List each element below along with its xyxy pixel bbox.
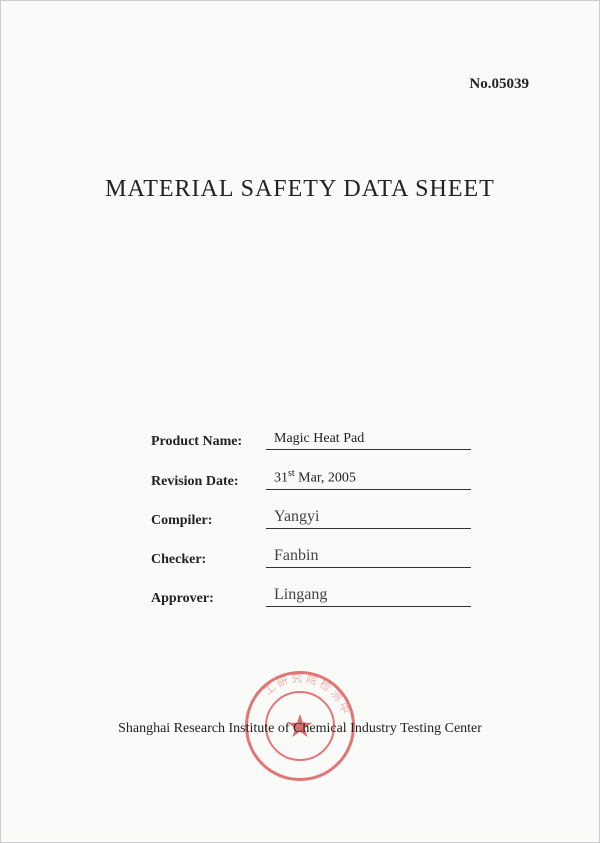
field-value: Yangyi <box>266 508 471 529</box>
document-page: No.05039 MATERIAL SAFETY DATA SHEET Prod… <box>1 1 599 842</box>
organization-name: Shanghai Research Institute of Chemical … <box>118 721 482 737</box>
svg-text:工 研 究 院 检 测 中: 工 研 究 院 检 测 中 <box>262 671 352 716</box>
field-compiler: Compiler: Yangyi <box>151 508 471 529</box>
field-value: Lingang <box>266 586 471 607</box>
field-label: Compiler: <box>151 513 266 529</box>
document-title: MATERIAL SAFETY DATA SHEET <box>105 176 495 203</box>
field-label: Checker: <box>151 552 266 568</box>
date-rest: Mar, 2005 <box>295 471 356 486</box>
date-day: 31 <box>274 471 288 486</box>
document-number: No.05039 <box>469 76 529 93</box>
field-approver: Approver: Lingang <box>151 586 471 607</box>
field-value: Magic Heat Pad <box>266 431 471 450</box>
field-value: 31st Mar, 2005 <box>266 468 471 490</box>
field-revision-date: Revision Date: 31st Mar, 2005 <box>151 468 471 490</box>
field-checker: Checker: Fanbin <box>151 547 471 568</box>
field-label: Revision Date: <box>151 474 266 490</box>
date-suffix: st <box>288 468 295 479</box>
field-label: Product Name: <box>151 434 266 450</box>
field-label: Approver: <box>151 591 266 607</box>
field-value: Fanbin <box>266 547 471 568</box>
field-product-name: Product Name: Magic Heat Pad <box>151 431 471 450</box>
fields-block: Product Name: Magic Heat Pad Revision Da… <box>151 431 471 625</box>
